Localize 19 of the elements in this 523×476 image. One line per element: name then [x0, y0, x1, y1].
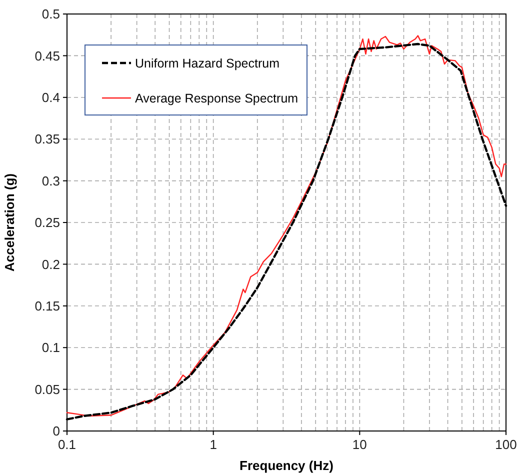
y-tick-label: 0 [52, 424, 60, 439]
x-tick-label: 10 [352, 437, 367, 452]
y-tick-label: 0.1 [42, 340, 60, 356]
y-tick-label: 0.2 [42, 256, 60, 272]
y-tick-label: 0.5 [42, 6, 60, 22]
x-tick-label: 100 [495, 437, 517, 452]
legend-label: Average Response Spectrum [135, 91, 298, 106]
y-tick-label: 0.35 [34, 132, 60, 147]
y-tick-label: 0.05 [34, 382, 60, 397]
y-tick-label: 0.4 [42, 90, 60, 105]
y-axis-title: Acceleration (g) [2, 173, 17, 272]
y-tick-label: 0.3 [42, 173, 60, 188]
x-axis-title: Frequency (Hz) [240, 458, 334, 473]
x-tick-label: 1 [210, 437, 217, 452]
y-tick-label: 0.45 [34, 48, 60, 64]
y-tick-label: 0.25 [34, 215, 60, 230]
y-tick-label: 0.15 [34, 298, 60, 314]
legend-label: Uniform Hazard Spectrum [135, 56, 280, 70]
x-tick-label: 0.1 [58, 437, 76, 452]
